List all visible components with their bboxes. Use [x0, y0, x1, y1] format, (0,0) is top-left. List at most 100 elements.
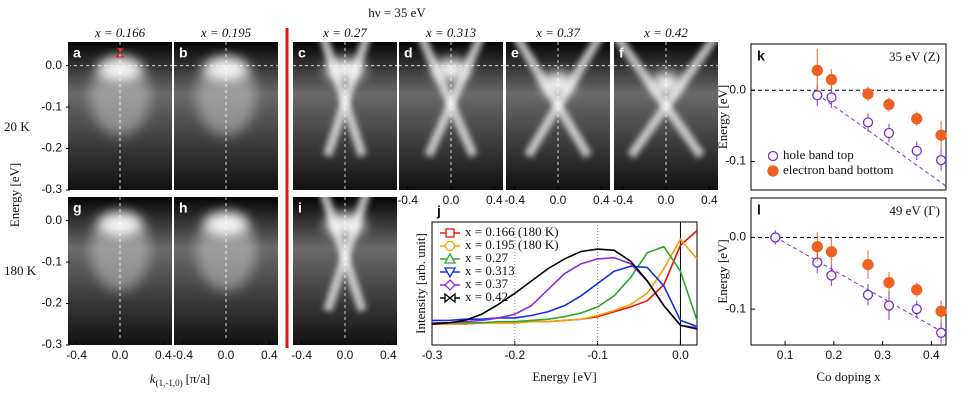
y-tick-label: -0.1	[41, 254, 62, 268]
spot	[652, 72, 680, 95]
x-tick-label: 0.0	[443, 193, 460, 207]
x-tick-label: 0.4	[380, 348, 397, 362]
arpes-image	[506, 42, 610, 190]
annotation: 35 eV (Z)	[889, 49, 940, 64]
data-point	[811, 241, 823, 253]
y-tick-label: -0.1	[725, 301, 746, 315]
plot-frame	[750, 43, 947, 191]
series-line	[432, 245, 698, 324]
data-point	[826, 270, 837, 281]
x-tick-label: -0.2	[504, 348, 525, 362]
data-point	[935, 154, 947, 166]
series-line	[431, 248, 698, 330]
arpes-image	[174, 197, 278, 345]
y-tick-label: 0.0	[729, 82, 746, 96]
legend-label: x = 0.313	[465, 263, 515, 278]
band	[323, 197, 370, 313]
y-tick-label: -0.2	[41, 296, 62, 310]
panel-label: g	[73, 200, 82, 216]
data-point	[811, 64, 823, 77]
x-tick-label: 0.0	[337, 348, 354, 362]
k-subscript: (1,-1,0)	[156, 378, 183, 388]
y-axis-label: Intensity [arb. unit]	[413, 233, 428, 334]
x-tick-label: 0.4	[923, 348, 940, 362]
doping-label: x = 0.166	[94, 25, 146, 40]
x-tick-label: -0.4	[397, 193, 418, 207]
x-tick-label: 0.1	[777, 348, 794, 362]
spot	[433, 58, 469, 81]
x-tick-label: 0.0	[672, 348, 689, 362]
x-tick-label: -0.4	[504, 193, 525, 207]
spot	[542, 72, 574, 95]
data-point	[911, 284, 923, 296]
legend-marker	[443, 252, 457, 264]
x-tick-label: -0.4	[172, 348, 193, 362]
x-tick-label: 0.0	[112, 348, 129, 362]
panel-label: k	[757, 48, 765, 64]
legend-marker	[767, 165, 779, 177]
panel-label: f	[619, 45, 624, 61]
legend-marker	[443, 267, 457, 279]
panel-label: i	[298, 200, 302, 216]
arpes-image	[399, 42, 503, 190]
x-tick-label: 0.4	[593, 193, 610, 207]
data-point	[862, 88, 874, 100]
data-point	[883, 300, 895, 311]
band	[323, 42, 370, 158]
x-tick-label: -0.4	[612, 193, 633, 207]
panel-label: h	[179, 200, 188, 216]
legend-marker	[444, 279, 456, 291]
x-tick-label: 0.0	[550, 193, 567, 207]
y-tick-label: 0.0	[45, 58, 62, 72]
data-point	[825, 246, 838, 258]
y-tick-label: -0.1	[41, 99, 62, 113]
doping-label: x = 0.27	[322, 25, 367, 40]
legend-label: x = 0.195 (180 K)	[465, 237, 559, 252]
panel-label: d	[404, 45, 413, 61]
plot-frame	[750, 197, 947, 346]
data-point	[770, 232, 781, 243]
arpes-image	[174, 42, 278, 190]
x-axis-label: k(1,-1,0) [π/a]	[150, 371, 210, 388]
arpes-image	[614, 42, 718, 190]
legend-marker	[444, 240, 456, 252]
y-tick-label: -0.3	[41, 337, 62, 351]
x-tick-label: -0.4	[291, 348, 312, 362]
doping-label: x = 0.313	[425, 25, 477, 40]
annotation: 49 eV (Γ)	[889, 203, 940, 218]
arpes-image	[293, 197, 397, 345]
doping-label: x = 0.42	[643, 25, 688, 40]
doping-label: x = 0.37	[535, 25, 580, 40]
legend-label: x = 0.37	[465, 276, 509, 291]
panel-label: j	[436, 203, 441, 219]
data-point	[911, 145, 922, 156]
spot	[204, 58, 248, 81]
data-point	[883, 127, 895, 139]
x-tick-label: 0.2	[826, 348, 843, 362]
panel-label: e	[511, 45, 519, 61]
y-tick-label: -0.3	[41, 182, 62, 196]
legend-marker	[767, 150, 779, 162]
x-tick-label: 0.0	[218, 348, 235, 362]
y-tick-label: 0.0	[729, 230, 746, 244]
data-point	[935, 305, 947, 317]
x-tick-label: -0.3	[422, 348, 443, 362]
legend-label: x = 0.27	[465, 250, 509, 265]
temperature-label: 180 K	[4, 263, 37, 278]
x-axis-label: Energy [eV]	[532, 369, 596, 384]
legend-label: x = 0.42	[465, 289, 508, 304]
y-tick-label: -0.1	[725, 154, 746, 168]
arpes-image	[293, 42, 397, 190]
x-tick-label: 0.4	[486, 193, 503, 207]
spot	[204, 213, 248, 236]
band	[424, 42, 484, 158]
z-label: Z	[116, 45, 125, 61]
band	[524, 42, 602, 158]
y-tick-label: 0.0	[45, 213, 62, 227]
doping-label: x = 0.195	[200, 25, 252, 40]
panel-label: b	[179, 45, 188, 61]
panel-label: a	[73, 45, 81, 61]
x-tick-label: -0.4	[66, 348, 87, 362]
x-tick-label: 0.4	[155, 348, 172, 362]
